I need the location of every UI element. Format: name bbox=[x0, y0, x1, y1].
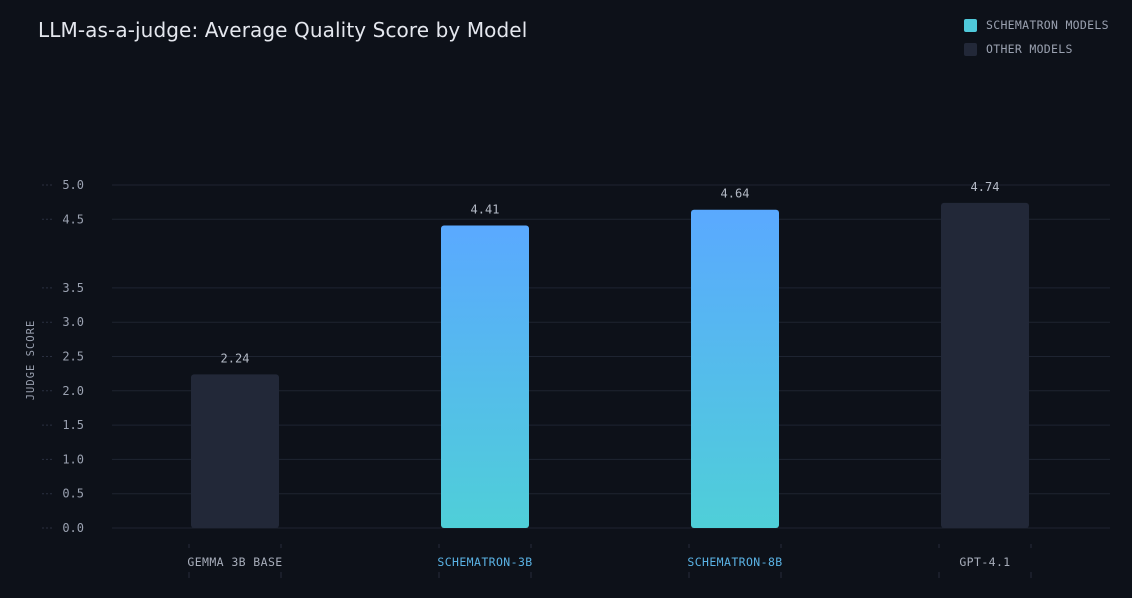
legend-label-other: OTHER MODELS bbox=[986, 42, 1073, 56]
y-axis-title: JUDGE SCORE bbox=[25, 320, 37, 401]
y-tick-label: 1.5 bbox=[62, 418, 84, 432]
bars bbox=[191, 202, 1029, 529]
bar-gpt-4-1 bbox=[941, 202, 1029, 528]
bar-schematron-3b bbox=[441, 225, 529, 528]
x-axis-label: SCHEMATRON-3B bbox=[437, 555, 532, 569]
legend-swatch-schematron bbox=[964, 18, 977, 32]
y-tick-label: 4.5 bbox=[62, 212, 84, 226]
y-tick-label: 5.0 bbox=[62, 178, 84, 192]
value-labels: 2.24 4.41 4.64 4.74 bbox=[221, 180, 1000, 366]
value-label: 2.24 bbox=[221, 351, 250, 365]
chart-legend: SCHEMATRON MODELS OTHER MODELS bbox=[964, 17, 1109, 65]
x-axis-label: GPT-4.1 bbox=[959, 555, 1010, 569]
y-tick-label: 1.0 bbox=[62, 452, 84, 466]
x-axis-label: GEMMA 3B BASE bbox=[187, 555, 282, 569]
y-tick-label: 0.0 bbox=[62, 521, 84, 535]
y-tick-label: 2.5 bbox=[62, 350, 84, 364]
bar-schematron-8b bbox=[691, 209, 779, 529]
legend-label-schematron: SCHEMATRON MODELS bbox=[986, 18, 1109, 32]
legend-swatch-other bbox=[964, 42, 977, 56]
bar-gemma-3b-base bbox=[191, 374, 279, 528]
y-tick-label: 3.0 bbox=[62, 315, 84, 329]
legend-item-schematron: SCHEMATRON MODELS bbox=[964, 17, 1109, 33]
y-axis-ticks: 0.0 0.5 1.0 1.5 2.0 2.5 3.0 3.5 4.5 5.0 bbox=[62, 178, 84, 535]
y-tick-label: 2.0 bbox=[62, 384, 84, 398]
x-axis-label: SCHEMATRON-8B bbox=[687, 555, 782, 569]
chart-title: LLM-as-a-judge: Average Quality Score by… bbox=[38, 18, 528, 42]
value-label: 4.64 bbox=[721, 187, 750, 201]
value-label: 4.74 bbox=[971, 180, 1000, 194]
x-axis-labels: GEMMA 3B BASE SCHEMATRON-3B SCHEMATRON-8B G… bbox=[187, 544, 1032, 578]
legend-item-other: OTHER MODELS bbox=[964, 41, 1109, 57]
y-tick-label: 0.5 bbox=[62, 487, 84, 501]
value-label: 4.41 bbox=[471, 202, 500, 216]
y-tick-label: 3.5 bbox=[62, 281, 84, 295]
